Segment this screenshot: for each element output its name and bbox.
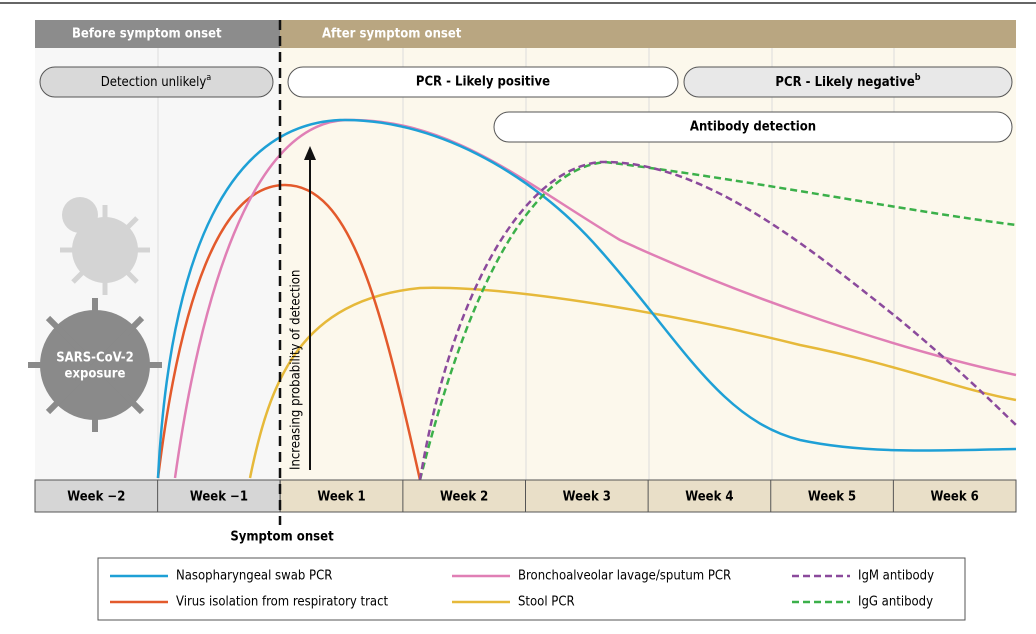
phase-label: Detection unlikelya [101,73,212,90]
np-curve [156,118,1017,479]
legend-label: IgG antibody [858,595,933,610]
week-label: Week −2 [67,490,125,505]
week-label: Week 6 [931,490,979,505]
arrow-label: Increasing probability of detection [289,270,304,470]
week-label: Week 2 [440,490,488,505]
week-label: Week −1 [190,490,248,505]
stool-curve [248,286,1017,479]
legend-items: Nasopharyngeal swab PCR Bronchoalveolar … [110,569,934,610]
virus-icon [28,298,162,432]
week-label: Week 3 [563,490,611,505]
week-label: Week 4 [685,490,733,505]
phase-label: PCR - Likely negativeb [775,73,920,90]
legend-label: Virus isolation from respiratory tract [176,595,389,610]
after-label: After symptom onset [322,27,462,42]
phase-label: Antibody detection [690,120,816,135]
phase-pill [39,66,274,98]
curves [156,118,1017,481]
igm-curve [418,160,1017,481]
legend [97,557,966,621]
legend-label: Bronchoalveolar lavage/sputum PCR [518,569,731,584]
legend-label: Stool PCR [518,595,575,610]
exposure-label: SARS-CoV-2 [56,351,133,366]
virus-icon [60,197,150,295]
arrow-head [304,146,316,160]
before-label: Before symptom onset [72,27,222,42]
onset-label: Symptom onset [230,530,334,545]
week-label: Week 5 [808,490,856,505]
week-label: Week 1 [317,490,365,505]
phase-label: PCR - Likely positive [416,75,550,90]
phase-pill [287,66,679,98]
exposure-label: exposure [65,367,126,382]
legend-label: IgM antibody [858,569,934,584]
phase-pill [683,66,1013,98]
after-header [280,20,1016,48]
isolation-curve [156,183,422,481]
legend-label: Nasopharyngeal swab PCR [176,569,332,584]
before-header [35,20,280,48]
phase-pill [493,111,1013,143]
